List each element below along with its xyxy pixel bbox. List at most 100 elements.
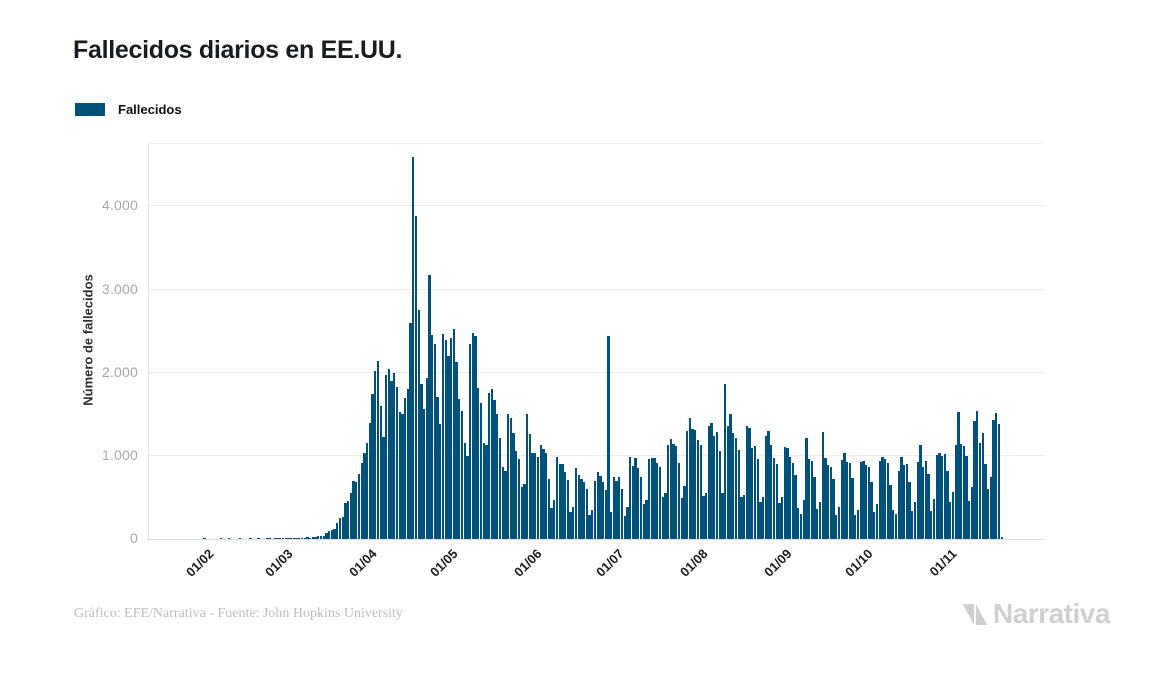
bar: [509, 418, 512, 539]
bar: [759, 501, 762, 539]
bar: [582, 481, 586, 539]
bar: [832, 479, 835, 539]
bar: [848, 463, 852, 539]
bar: [650, 457, 654, 539]
bar: [580, 479, 583, 539]
bar: [474, 336, 477, 539]
bar: [618, 477, 621, 539]
bar: [477, 388, 480, 539]
bar: [298, 538, 301, 539]
y-tick-label: 0: [130, 530, 138, 546]
bar: [992, 420, 995, 539]
bar: [732, 433, 735, 539]
bar: [840, 460, 843, 539]
bar: [737, 450, 740, 539]
bar: [751, 448, 754, 539]
bar: [745, 425, 748, 539]
bar: [897, 470, 900, 539]
bar: [878, 460, 881, 539]
bar: [775, 464, 778, 539]
bar: [455, 361, 458, 539]
bar: [707, 425, 710, 539]
bar: [569, 511, 572, 539]
bar: [352, 480, 355, 539]
bar: [799, 514, 803, 539]
bar: [802, 499, 805, 539]
bar: [968, 500, 971, 539]
bar: [501, 467, 504, 539]
bar: [797, 508, 800, 539]
bar: [341, 516, 344, 539]
bar: [873, 511, 876, 539]
bar: [490, 389, 494, 539]
bar: [653, 458, 656, 539]
bar: [916, 461, 919, 539]
y-tick-label: 3.000: [101, 280, 138, 297]
bar: [615, 480, 618, 539]
bar: [875, 504, 879, 539]
bar: [764, 435, 767, 539]
bar: [921, 467, 925, 539]
bar: [382, 436, 385, 539]
bar: [949, 502, 952, 539]
bar: [658, 467, 662, 539]
bar: [498, 437, 502, 539]
bar: [965, 455, 968, 539]
legend: Fallecidos: [75, 102, 182, 117]
bar: [550, 508, 553, 539]
bar: [946, 470, 949, 539]
bar: [536, 456, 540, 539]
bar: [772, 457, 776, 539]
bar: [203, 538, 206, 539]
bar: [729, 414, 732, 539]
bar: [401, 414, 404, 539]
bar: [827, 465, 830, 539]
bar: [238, 538, 241, 539]
x-axis-labels: 01/02 01/03 01/04 01/05 01/06 01/07 01/08 01/09…: [148, 546, 1043, 606]
bar: [523, 484, 526, 539]
bar: [970, 487, 974, 539]
bar: [938, 453, 941, 539]
bar: [715, 431, 719, 539]
bar: [371, 394, 374, 539]
bar: [357, 474, 361, 539]
bar: [610, 511, 613, 539]
x-tick-label: 01/03: [261, 546, 296, 580]
x-tick-label: 01/02: [183, 546, 217, 580]
bar: [623, 515, 626, 539]
x-tick-label: 01/11: [926, 546, 961, 580]
bar: [447, 356, 450, 539]
bar: [431, 335, 434, 539]
gridline: [149, 454, 1044, 456]
bar: [742, 494, 746, 539]
bar: [669, 439, 673, 539]
bar: [360, 463, 363, 539]
bar: [528, 434, 531, 539]
bar: [496, 414, 499, 539]
bar: [471, 332, 475, 539]
bar: [973, 420, 976, 539]
legend-label: Fallecidos: [118, 102, 182, 117]
bar: [723, 384, 727, 539]
bar: [488, 392, 491, 539]
narrativa-icon: [962, 603, 988, 625]
bar: [422, 409, 426, 539]
bar: [886, 462, 889, 539]
bar: [441, 333, 445, 539]
bar: [585, 489, 588, 539]
y-axis-labels: 0 1.000 2.000 3.000 4.000: [0, 143, 138, 546]
bar: [867, 467, 870, 539]
bar: [493, 400, 496, 539]
bar: [626, 507, 629, 539]
x-tick-label: 01/08: [676, 546, 711, 580]
bar: [281, 538, 285, 539]
bar: [574, 468, 578, 539]
bar: [962, 445, 965, 539]
bar: [417, 310, 420, 539]
bar: [349, 492, 352, 539]
bar: [317, 536, 320, 539]
bar: [376, 361, 380, 539]
bar: [257, 538, 260, 539]
bar: [325, 532, 328, 539]
bar: [531, 452, 534, 539]
